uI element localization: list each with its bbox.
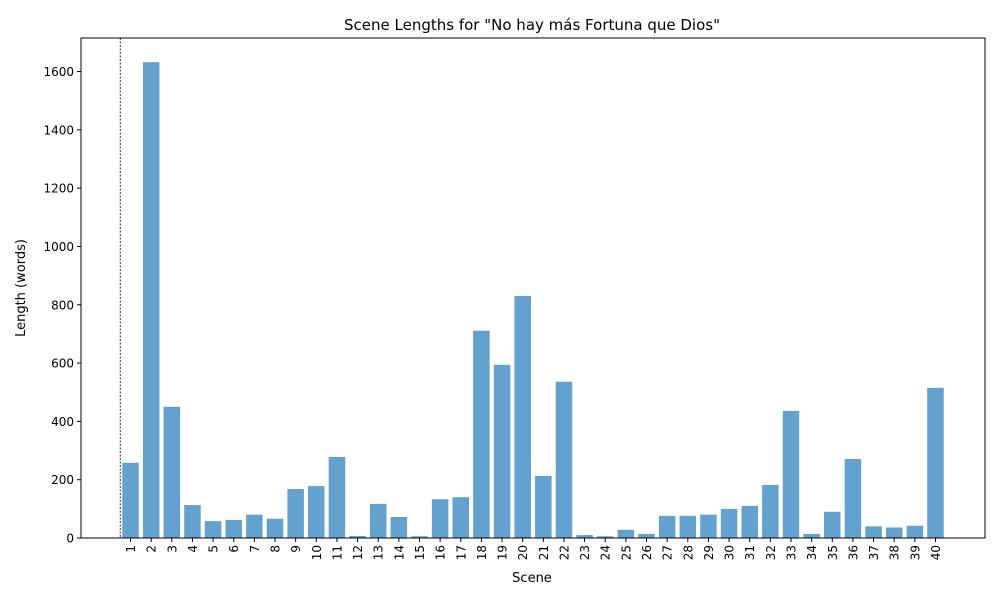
bar-scene-7 — [246, 514, 263, 538]
x-tick-label: 6 — [227, 545, 241, 553]
x-tick-label: 10 — [310, 545, 324, 560]
bar-scene-35 — [824, 511, 841, 538]
x-tick-label: 37 — [867, 545, 881, 560]
x-tick-label: 23 — [578, 545, 592, 560]
bar-scene-33 — [782, 410, 800, 538]
y-tick-label: 1400 — [43, 123, 74, 137]
bar-scene-17 — [452, 497, 470, 538]
bar-scene-39 — [906, 525, 924, 538]
bar-scene-40 — [927, 387, 944, 538]
x-tick-label: 22 — [557, 545, 571, 560]
bar-scene-10 — [308, 486, 325, 538]
x-tick-label: 15 — [413, 545, 427, 560]
x-tick-label: 30 — [723, 545, 737, 560]
x-tick-label: 32 — [764, 545, 778, 560]
x-tick-label: 9 — [289, 545, 303, 553]
bar-scene-27 — [658, 515, 676, 538]
bar-scene-9 — [287, 489, 304, 538]
bar-scene-16 — [431, 499, 449, 538]
bar-scene-23 — [576, 535, 593, 538]
x-tick-label: 38 — [888, 545, 902, 560]
x-tick-label: 29 — [702, 545, 716, 560]
x-tick-label: 5 — [207, 545, 221, 553]
y-tick-label: 600 — [51, 357, 74, 371]
y-tick-label: 800 — [51, 298, 74, 312]
x-tick-label: 8 — [269, 545, 283, 553]
x-tick-label: 36 — [846, 545, 860, 560]
x-tick-label: 24 — [599, 545, 613, 560]
x-tick-label: 3 — [165, 545, 179, 553]
bar-scene-4 — [184, 505, 201, 538]
x-tick-label: 39 — [908, 545, 922, 560]
x-tick-label: 26 — [640, 545, 654, 560]
x-tick-label: 16 — [434, 545, 448, 560]
bar-scene-13 — [369, 503, 387, 538]
bar-scene-14 — [390, 517, 408, 538]
x-tick-label: 40 — [929, 545, 943, 560]
x-tick-label: 4 — [186, 545, 200, 553]
x-tick-label: 7 — [248, 545, 262, 553]
bar-scene-2 — [142, 62, 160, 539]
x-tick-label: 14 — [392, 545, 406, 560]
bar-scene-8 — [266, 518, 284, 538]
bar-scene-20 — [514, 296, 531, 538]
bar-scene-5 — [204, 521, 222, 538]
x-tick-label: 21 — [537, 545, 551, 560]
x-tick-label: 18 — [475, 545, 489, 560]
bar-scene-37 — [865, 526, 882, 538]
bar-scene-22 — [555, 381, 573, 538]
y-axis: 0 200 400 600 800 1000 1200 1400 1600 — [43, 65, 81, 546]
y-tick-label: 1000 — [43, 240, 74, 254]
bar-scene-12 — [349, 535, 366, 538]
y-tick-label: 1200 — [43, 182, 74, 196]
bar-scene-36 — [844, 458, 862, 538]
bars-group — [122, 62, 944, 539]
x-tick-label: 17 — [454, 545, 468, 560]
bar-scene-30 — [720, 508, 738, 538]
x-tick-label: 13 — [372, 545, 386, 560]
y-axis-label: Length (words) — [14, 239, 29, 337]
bar-scene-1 — [122, 462, 139, 538]
bar-scene-26 — [638, 533, 655, 538]
bar-scene-28 — [679, 515, 697, 538]
y-tick-label: 400 — [51, 415, 74, 429]
y-tick-label: 0 — [66, 532, 74, 546]
x-tick-label: 34 — [805, 545, 819, 560]
bar-scene-29 — [700, 514, 717, 538]
x-tick-label: 20 — [516, 545, 530, 560]
x-tick-label: 35 — [826, 545, 840, 560]
x-tick-label: 12 — [351, 545, 365, 560]
bar-scene-19 — [493, 364, 511, 538]
bar-scene-3 — [163, 406, 181, 538]
bar-scene-21 — [535, 475, 552, 538]
x-tick-label: 33 — [784, 545, 798, 560]
bar-scene-11 — [328, 456, 346, 538]
x-tick-label: 11 — [330, 545, 344, 560]
y-tick-label: 1600 — [43, 65, 74, 79]
x-axis-label: Scene — [512, 571, 552, 586]
x-axis: 1 2 3 4 5 6 7 8 9 10 11 12 13 14 15 16 17 18 19 20 21 22 23 24 2… — [124, 538, 943, 560]
x-tick-label: 28 — [681, 545, 695, 560]
chart-title: Scene Lengths for "No hay más Fortuna qu… — [344, 16, 720, 34]
bar-scene-31 — [741, 505, 758, 538]
x-tick-label: 2 — [145, 545, 159, 553]
bar-scene-32 — [762, 484, 779, 538]
y-tick-label: 200 — [51, 473, 74, 487]
x-tick-label: 19 — [496, 545, 510, 560]
bar-scene-38 — [885, 527, 903, 538]
bar-scene-25 — [617, 529, 635, 538]
x-tick-label: 25 — [619, 545, 633, 560]
bar-scene-15 — [411, 536, 428, 538]
bar-scene-34 — [803, 533, 820, 538]
bar-scene-6 — [225, 519, 242, 538]
bar-scene-24 — [596, 536, 614, 538]
bar-scene-18 — [473, 330, 490, 538]
x-tick-label: 31 — [743, 545, 757, 560]
x-tick-label: 1 — [124, 545, 138, 553]
plot-area-frame — [80, 37, 986, 539]
x-tick-label: 27 — [661, 545, 675, 560]
